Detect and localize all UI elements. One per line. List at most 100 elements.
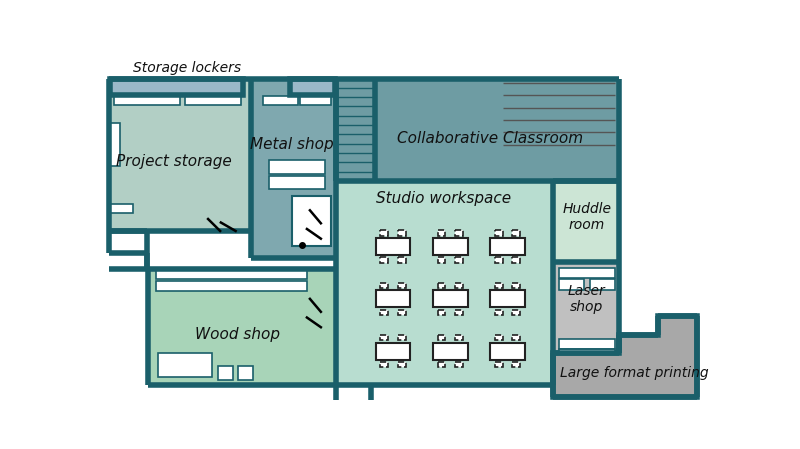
Text: Collaborative Classroom: Collaborative Classroom — [397, 131, 583, 146]
Bar — [438, 282, 446, 288]
Bar — [495, 230, 503, 236]
Bar — [455, 230, 463, 236]
Bar — [186, 96, 241, 106]
Bar — [186, 96, 241, 106]
Bar — [513, 230, 520, 236]
Text: Storage lockers: Storage lockers — [133, 61, 241, 75]
Bar — [251, 79, 336, 258]
Text: Laser
shop: Laser shop — [568, 284, 606, 314]
Bar — [398, 230, 406, 236]
Bar — [269, 176, 325, 189]
Bar — [269, 160, 325, 174]
Text: Wood shop: Wood shop — [195, 327, 281, 343]
Bar — [590, 279, 614, 290]
Bar — [290, 79, 335, 96]
Bar — [495, 257, 503, 263]
Bar — [238, 366, 254, 379]
Bar — [380, 257, 388, 263]
Bar — [438, 257, 446, 263]
Text: Large format printing: Large format printing — [561, 366, 709, 380]
Bar — [380, 230, 388, 236]
Bar — [110, 123, 120, 166]
Bar — [558, 279, 583, 290]
Bar — [375, 238, 410, 255]
Bar — [495, 309, 503, 315]
Bar — [262, 96, 298, 106]
Bar — [558, 279, 583, 290]
Bar — [438, 230, 446, 236]
Bar — [433, 343, 468, 360]
Bar — [110, 123, 120, 166]
Bar — [398, 257, 406, 263]
Bar — [455, 309, 463, 315]
Bar — [455, 362, 463, 367]
Bar — [110, 204, 133, 213]
Bar — [375, 290, 410, 307]
Bar — [490, 343, 525, 360]
Bar — [380, 309, 388, 315]
Bar — [238, 366, 254, 379]
Text: Metal shop: Metal shop — [250, 137, 334, 152]
Bar — [156, 281, 307, 291]
Bar — [398, 309, 406, 315]
Bar — [398, 335, 406, 340]
Text: Project storage: Project storage — [116, 154, 231, 169]
Bar — [114, 96, 180, 106]
Bar — [158, 352, 212, 377]
Bar — [156, 281, 307, 291]
Bar — [558, 268, 614, 278]
Bar — [375, 343, 410, 360]
Bar — [558, 268, 614, 278]
Bar — [269, 160, 325, 174]
Bar — [110, 79, 251, 231]
Bar — [156, 269, 307, 279]
Text: Studio workspace: Studio workspace — [376, 191, 511, 206]
Bar — [513, 362, 520, 367]
Bar — [380, 362, 388, 367]
Bar — [336, 79, 375, 181]
Bar — [438, 362, 446, 367]
Bar — [433, 238, 468, 255]
Bar — [380, 335, 388, 340]
Bar — [554, 181, 619, 262]
Bar — [336, 79, 617, 181]
Bar — [558, 339, 614, 349]
Bar — [218, 366, 234, 379]
Bar — [300, 96, 331, 106]
Bar — [495, 282, 503, 288]
Bar — [158, 352, 212, 377]
Bar — [490, 238, 525, 255]
Polygon shape — [554, 316, 697, 396]
Bar — [218, 366, 234, 379]
Bar — [558, 349, 614, 352]
Bar — [292, 196, 331, 247]
Bar — [455, 257, 463, 263]
Bar — [433, 290, 468, 307]
Bar — [513, 335, 520, 340]
Bar — [262, 96, 298, 106]
Bar — [513, 257, 520, 263]
Bar — [558, 349, 614, 352]
Bar — [438, 335, 446, 340]
Bar — [114, 96, 180, 106]
Bar — [495, 335, 503, 340]
Bar — [336, 181, 554, 385]
Bar — [558, 339, 614, 349]
Bar — [110, 204, 133, 213]
Text: Huddle
room: Huddle room — [562, 202, 611, 232]
Bar — [148, 269, 336, 385]
Bar — [290, 79, 335, 96]
Bar — [110, 79, 243, 96]
Bar — [269, 176, 325, 189]
Bar — [513, 282, 520, 288]
Bar — [513, 309, 520, 315]
Bar — [590, 279, 614, 290]
Bar — [455, 282, 463, 288]
Bar — [380, 282, 388, 288]
Bar — [156, 269, 307, 279]
Bar — [554, 262, 619, 352]
Bar — [490, 290, 525, 307]
Bar — [438, 309, 446, 315]
Bar — [398, 282, 406, 288]
Bar — [455, 335, 463, 340]
